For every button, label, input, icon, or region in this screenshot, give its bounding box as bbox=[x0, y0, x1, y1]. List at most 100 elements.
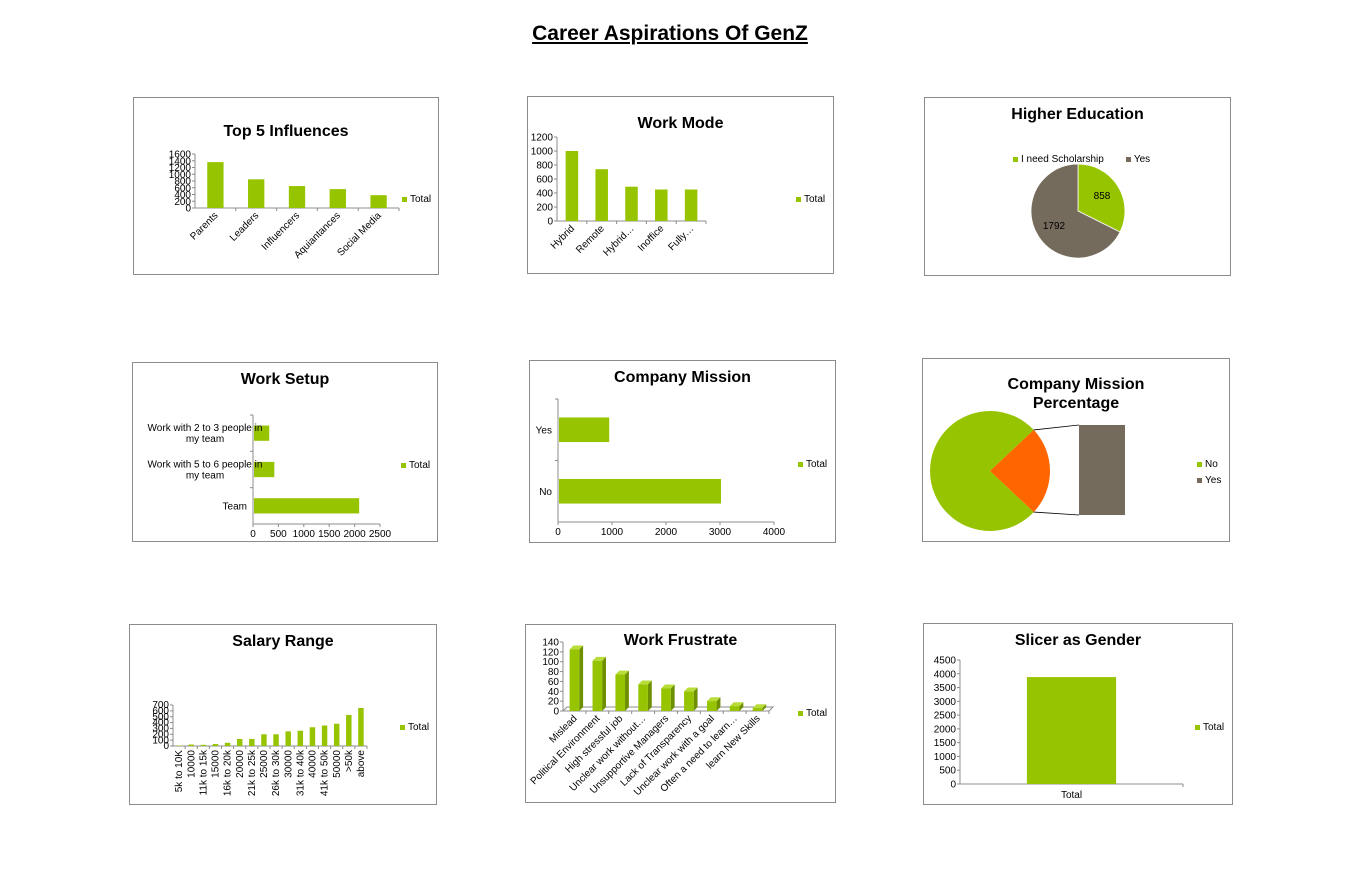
y-tick-label: 600 bbox=[536, 175, 553, 186]
legend-label: Total bbox=[410, 193, 432, 205]
chart-legend: No Yes bbox=[1197, 456, 1221, 488]
chart-title: Work Frustrate bbox=[623, 632, 738, 649]
legend-item: Total bbox=[798, 705, 827, 721]
connector-line bbox=[1033, 424, 1080, 431]
bar bbox=[559, 478, 721, 504]
y-tick-label: Work with 2 to 3 people in bbox=[148, 423, 263, 434]
chart-work-setup: Work Setup 0 500 1000 1500 2000 2500 Work with… bbox=[132, 362, 438, 542]
bar bbox=[1026, 677, 1117, 784]
y-tick-label: 2500 bbox=[934, 711, 957, 722]
x-tick-label: 500 bbox=[270, 529, 287, 540]
chart-legend: Total bbox=[796, 191, 825, 207]
x-tick-label: 25000 bbox=[259, 750, 270, 778]
legend-label: Yes bbox=[1205, 474, 1222, 486]
y-tick-label: 400 bbox=[152, 718, 169, 729]
legend-swatch bbox=[796, 196, 801, 202]
x-tick-label: Total bbox=[1061, 790, 1082, 801]
bar-side bbox=[579, 645, 584, 711]
y-tick-label: 400 bbox=[174, 190, 191, 201]
legend-swatch bbox=[400, 724, 405, 730]
bar bbox=[248, 179, 265, 208]
chart-plot: 858 1792 bbox=[1030, 163, 1126, 259]
chart-title: Company Mission bbox=[614, 369, 751, 386]
bar bbox=[559, 417, 610, 443]
bar bbox=[706, 701, 717, 711]
chart-work-frustrate: Work Frustrate 0 20 40 60 80 100 120 140 Mislead… bbox=[525, 624, 836, 803]
x-tick-label: 26k to 30k bbox=[271, 749, 282, 796]
chart-legend: Total bbox=[401, 457, 430, 473]
y-tick-label: 200 bbox=[174, 197, 191, 208]
x-tick-label: 1000 bbox=[601, 527, 624, 538]
bar bbox=[224, 742, 231, 746]
y-tick-label: 1200 bbox=[169, 163, 192, 174]
legend-swatch bbox=[1197, 477, 1202, 483]
y-tick-label: 200 bbox=[536, 203, 553, 214]
legend-swatch bbox=[1197, 461, 1202, 467]
y-tick-label: Team bbox=[223, 501, 247, 512]
legend-item: Total bbox=[1195, 719, 1224, 735]
legend-label: Total bbox=[804, 193, 826, 205]
bar bbox=[309, 727, 316, 746]
bar bbox=[661, 688, 671, 711]
chart-plot: 0 500 1000 1500 2000 2500 Work with 2 to 3 peo… bbox=[148, 414, 392, 540]
x-tick-label: Hybrid bbox=[549, 223, 577, 251]
bar-side bbox=[716, 697, 721, 711]
x-tick-label: 15000 bbox=[211, 750, 222, 778]
chart-title: Company Mission Percentage bbox=[923, 375, 1229, 413]
y-tick-label: 1000 bbox=[934, 752, 957, 763]
x-tick-label: 1000 bbox=[293, 529, 316, 540]
bar bbox=[565, 151, 579, 221]
legend-label: Total bbox=[1203, 721, 1225, 733]
legend-swatch bbox=[402, 196, 407, 202]
bar bbox=[346, 714, 352, 746]
legend-label: No bbox=[1205, 458, 1218, 470]
bar-top bbox=[615, 670, 629, 675]
chart-work-mode: Work Mode 0 200 400 600 800 1000 1200 Hybrid Rem… bbox=[527, 96, 834, 274]
y-tick-label: 3000 bbox=[934, 697, 957, 708]
legend-item: Total bbox=[798, 456, 827, 472]
y-tick-label: 700 bbox=[152, 700, 169, 711]
bar bbox=[329, 189, 346, 208]
bar bbox=[321, 725, 328, 746]
y-tick-label: 0 bbox=[547, 217, 553, 228]
chart-mission-percentage: Company Mission Percentage No Yes bbox=[922, 358, 1230, 542]
bar bbox=[285, 731, 291, 746]
bar bbox=[752, 708, 763, 711]
chart-legend: I need Scholarship Yes bbox=[1013, 151, 1150, 167]
y-tick-label: 2000 bbox=[934, 724, 957, 735]
x-tick-label: >50k bbox=[344, 749, 355, 772]
y-tick-label: 500 bbox=[152, 712, 169, 723]
y-tick-label: 4000 bbox=[934, 669, 957, 680]
x-tick-label: 21k to 25k bbox=[247, 749, 258, 796]
bar bbox=[684, 189, 698, 221]
y-tick-label: Work with 5 to 6 people in bbox=[148, 460, 263, 471]
data-label: 858 bbox=[1094, 191, 1111, 202]
legend-swatch bbox=[798, 461, 803, 467]
chart-title-line: Company Mission bbox=[1007, 376, 1145, 393]
legend-swatch bbox=[1195, 724, 1200, 730]
bar bbox=[188, 744, 194, 746]
legend-item: Yes bbox=[1125, 151, 1150, 167]
y-tick-label: 500 bbox=[939, 766, 956, 777]
pie-slice bbox=[990, 429, 1050, 513]
y-tick-label: 600 bbox=[174, 183, 191, 194]
legend-swatch bbox=[798, 710, 803, 716]
y-tick-label: 3500 bbox=[934, 683, 957, 694]
x-tick-label: 16k to 20k bbox=[223, 749, 234, 796]
legend-item: No bbox=[1197, 456, 1221, 472]
x-tick-label: Influencers bbox=[260, 210, 302, 252]
y-tick-label: 140 bbox=[542, 638, 559, 649]
y-tick-label: 300 bbox=[152, 724, 169, 735]
legend-swatch bbox=[1013, 156, 1018, 162]
legend-label: Total bbox=[806, 707, 828, 719]
chart-title: Slicer as Gender bbox=[1014, 632, 1142, 649]
y-tick-label: 0 bbox=[950, 780, 956, 791]
x-tick-label: 4000 bbox=[763, 527, 786, 538]
x-tick-label: 30000 bbox=[283, 750, 294, 778]
bar-side bbox=[625, 670, 629, 711]
data-label: 1792 bbox=[1043, 221, 1066, 232]
x-tick-label: 2000 bbox=[343, 529, 366, 540]
chart-company-mission: Company Mission 0 1000 2000 3000 4000 Yes No T… bbox=[529, 360, 836, 543]
y-tick-label: Yes bbox=[536, 425, 552, 436]
